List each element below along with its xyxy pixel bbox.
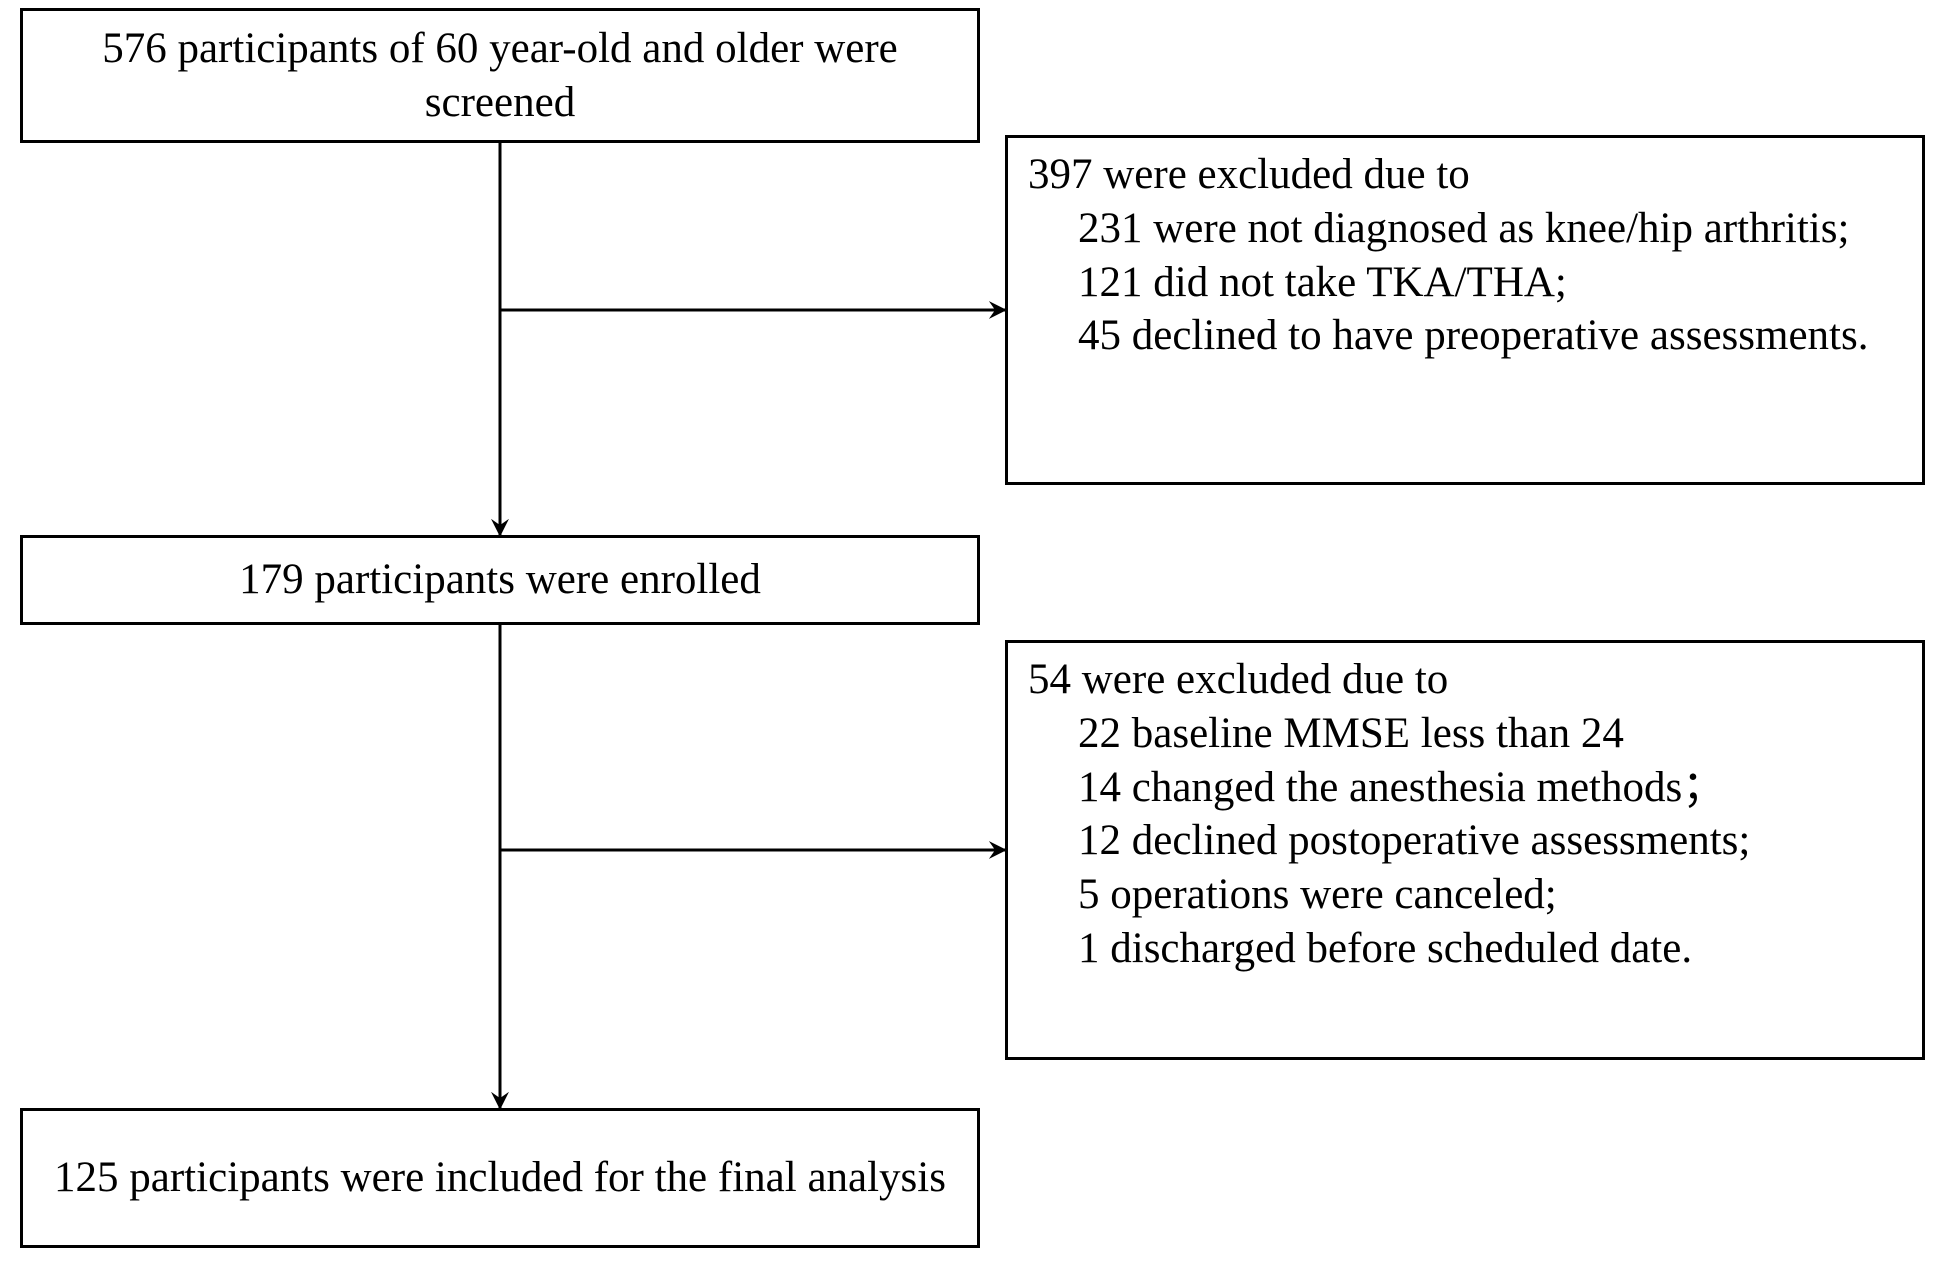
excluded1-item-2: 45 declined to have preoperative assessm… xyxy=(1028,309,1902,363)
node-enrolled: 179 participants were enrolled xyxy=(20,535,980,625)
node-excluded-1: 397 were excluded due to 231 were not di… xyxy=(1005,135,1925,485)
node-screened-text: 576 participants of 60 year-old and olde… xyxy=(43,22,957,130)
node-final: 125 participants were included for the f… xyxy=(20,1108,980,1248)
node-excluded-2: 54 were excluded due to 22 baseline MMSE… xyxy=(1005,640,1925,1060)
excluded2-item-0: 22 baseline MMSE less than 24 xyxy=(1028,707,1902,761)
excluded2-item-1: 14 changed the anesthesia methods； xyxy=(1028,761,1902,815)
excluded2-item-4: 1 discharged before scheduled date. xyxy=(1028,922,1902,976)
excluded1-header: 397 were excluded due to xyxy=(1028,148,1902,202)
excluded2-item-3: 5 operations were canceled; xyxy=(1028,868,1902,922)
excluded2-header: 54 were excluded due to xyxy=(1028,653,1902,707)
excluded2-item-2: 12 declined postoperative assessments; xyxy=(1028,814,1902,868)
node-final-text: 125 participants were included for the f… xyxy=(54,1151,946,1205)
excluded1-item-0: 231 were not diagnosed as knee/hip arthr… xyxy=(1028,202,1902,256)
node-screened: 576 participants of 60 year-old and olde… xyxy=(20,8,980,143)
node-enrolled-text: 179 participants were enrolled xyxy=(239,553,761,607)
flowchart-container: 576 participants of 60 year-old and olde… xyxy=(0,0,1950,1262)
excluded1-item-1: 121 did not take TKA/THA; xyxy=(1028,256,1902,310)
